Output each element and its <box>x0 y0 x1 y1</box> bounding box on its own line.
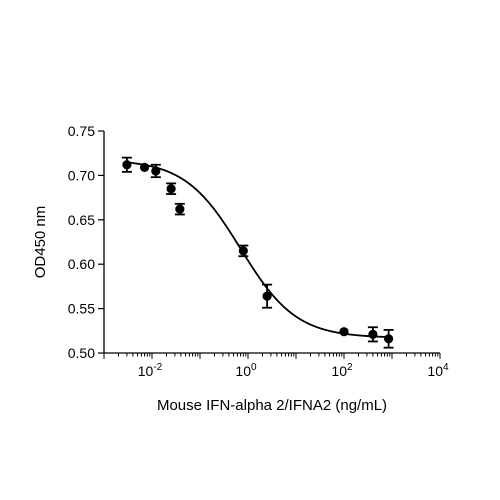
y-ticks: 0.50 0.55 0.60 0.65 0.70 0.75 <box>68 123 104 361</box>
data-point <box>368 329 378 339</box>
data-point <box>339 327 349 337</box>
x-tick-exponent: 4 <box>443 362 449 373</box>
plot-axes <box>103 131 440 354</box>
y-tick-label: 0.75 <box>68 123 95 139</box>
data-points-layer <box>121 156 394 349</box>
data-point <box>151 166 161 176</box>
x-tick-base: 10 <box>235 363 251 379</box>
x-tick-exponent: 0 <box>251 362 257 373</box>
data-point <box>175 204 185 214</box>
x-tick-base: 10 <box>427 363 443 379</box>
data-point <box>384 334 394 344</box>
x-tick-base: 10 <box>138 363 154 379</box>
y-tick-label: 0.50 <box>68 345 95 361</box>
fit-curve-line <box>126 161 389 338</box>
x-tick-exponent: 2 <box>347 362 353 373</box>
data-point <box>166 184 176 194</box>
x-tick-exponent: -2 <box>153 362 162 373</box>
x-tick-base: 10 <box>331 363 347 379</box>
data-point <box>238 246 248 256</box>
fit-curve-layer <box>126 161 389 338</box>
data-point <box>262 291 272 301</box>
data-point <box>122 160 132 170</box>
x-axis-label: Mouse IFN-alpha 2/IFNA2 (ng/mL) <box>157 397 387 414</box>
x-tick-label: 10-2 <box>138 362 163 379</box>
x-ticks: 10-2 100 102 104 <box>103 353 449 379</box>
y-tick-label: 0.55 <box>68 301 95 317</box>
data-point <box>139 162 150 173</box>
y-tick-label: 0.60 <box>68 256 95 272</box>
y-tick-label: 0.70 <box>68 167 95 183</box>
x-tick-label: 100 <box>235 362 257 379</box>
y-tick-label: 0.65 <box>68 212 95 228</box>
x-tick-label: 104 <box>427 362 449 379</box>
x-tick-label: 102 <box>331 362 353 379</box>
y-axis-label: OD450 nm <box>32 206 49 279</box>
